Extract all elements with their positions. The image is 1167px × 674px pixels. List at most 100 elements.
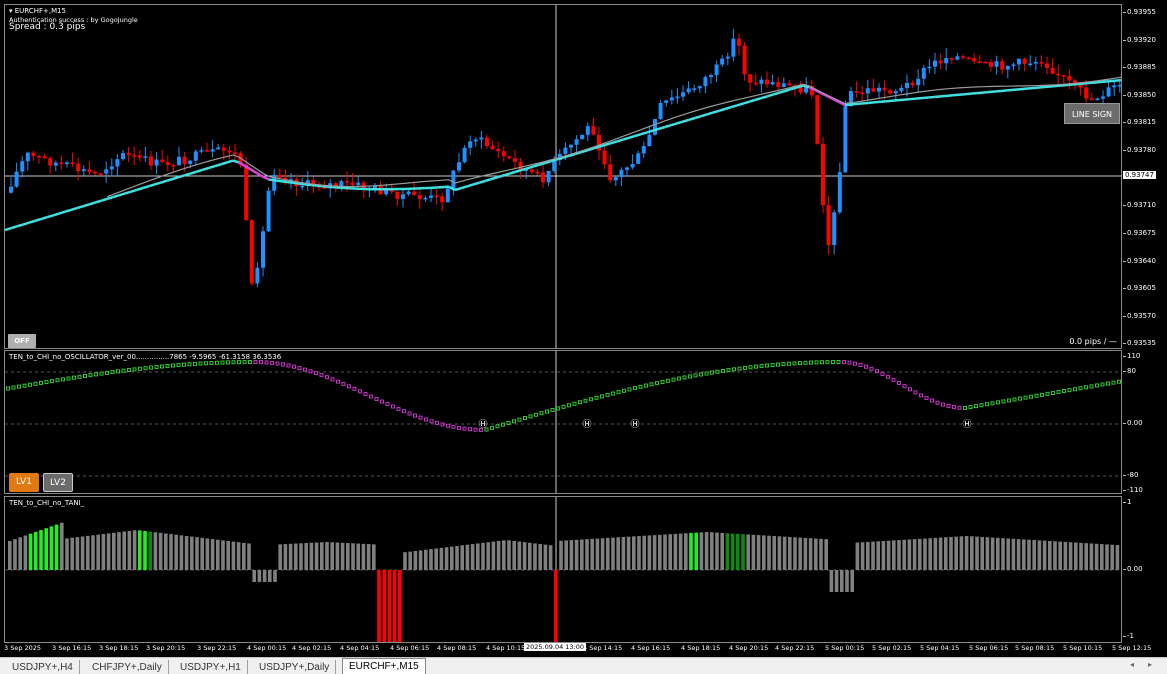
oscillator-point — [314, 371, 318, 376]
bull-candle — [1028, 63, 1033, 65]
fast-ma-segment — [904, 97, 912, 101]
tani-bar — [18, 537, 22, 570]
tani-bar — [710, 532, 714, 570]
oscillator-point — [715, 369, 720, 374]
bear-candle — [938, 60, 943, 64]
oscillator-point — [127, 368, 131, 373]
tani-bar — [413, 550, 418, 570]
fast-ma-segment — [280, 179, 288, 184]
fast-ma-segment — [46, 214, 54, 219]
price-chart-pane[interactable]: ▾ EURCHF+,M15 Authentication success : b… — [4, 4, 1122, 349]
oscillator-point — [1045, 391, 1050, 396]
bull-candle — [356, 182, 361, 185]
bull-candle — [1033, 62, 1038, 64]
tani-bar — [1001, 538, 1005, 570]
bear-candle — [93, 171, 97, 174]
bull-candle — [1101, 96, 1105, 99]
bear-candle — [434, 195, 439, 198]
tani-bar — [91, 535, 95, 570]
fast-ma-segment — [64, 208, 72, 213]
fast-ma-segment — [154, 181, 162, 186]
tani-bar — [647, 535, 652, 570]
oscillator-point — [396, 406, 401, 411]
fast-ma-segment — [1072, 82, 1080, 86]
tab-usdjpy-daily[interactable]: USDJPY+,Daily — [253, 660, 337, 674]
tani-bar — [320, 542, 324, 570]
tab-scroll-left-icon[interactable]: ◂ — [1130, 660, 1135, 669]
oscillator-point — [704, 371, 709, 376]
tani-bar — [1094, 543, 1099, 570]
tani-bar — [314, 542, 319, 570]
tani-bar — [476, 543, 480, 570]
tani-bar — [221, 540, 225, 570]
tani-bar — [590, 538, 594, 570]
time-axis: 3 Sep 2025 3 Sep 16:15 3 Sep 18:15 3 Sep 20… — [0, 643, 1167, 657]
line-sign-button[interactable]: LINE SIGN — [1064, 103, 1120, 124]
bull-candle — [121, 153, 125, 160]
oscillator-point — [781, 362, 786, 367]
bear-candle — [1078, 82, 1083, 88]
bull-candle — [994, 61, 999, 67]
oscillator-point — [457, 425, 461, 430]
oscillator-point — [110, 370, 115, 375]
tani-bar — [247, 543, 251, 570]
tani-bar — [273, 570, 277, 582]
oscillator-pane[interactable]: Ⓗ Ⓗ Ⓗ Ⓗ TEN_to_CHI_no_OSCILLATOR_ver_00....… — [4, 350, 1122, 494]
fast-ma-segment — [106, 195, 114, 201]
tani-bar — [668, 534, 672, 570]
lv1-button[interactable]: LV1 — [9, 473, 39, 492]
oscillator-point — [132, 367, 137, 372]
tani-bar — [8, 540, 12, 570]
bear-candle — [854, 91, 859, 93]
oscillator-point — [187, 362, 192, 367]
fast-ma-segment — [622, 136, 630, 141]
tani-bar — [746, 534, 750, 570]
fast-ma-segment — [160, 179, 168, 184]
tani-bar-red — [554, 570, 558, 642]
tani-bar — [262, 570, 267, 582]
oscillator-point — [765, 363, 769, 368]
bear-candle — [98, 173, 103, 175]
price-axis-label: 0.93955 — [1127, 8, 1156, 16]
bull-candle — [664, 100, 669, 103]
oscillator-axis-label: -110 — [1127, 486, 1143, 494]
fast-ma-segment — [886, 99, 894, 103]
oscillator-axis-label: 80 — [1127, 367, 1136, 375]
fast-ma-segment — [820, 91, 828, 98]
lv2-button[interactable]: LV2 — [43, 473, 73, 492]
oscillator-point — [149, 365, 153, 370]
tab-usdjpy-h1[interactable]: USDJPY+,H1 — [174, 660, 248, 674]
oscillator-point — [435, 420, 439, 425]
oscillator-point — [495, 424, 500, 429]
oscillator-point — [594, 395, 599, 400]
fast-ma-segment — [226, 159, 234, 164]
off-button[interactable]: OFF — [8, 334, 36, 348]
tab-chfjpy-daily[interactable]: CHFJPY+,Daily — [86, 660, 169, 674]
bull-candle — [479, 137, 484, 140]
fast-ma-segment — [178, 174, 186, 179]
tab-scroll-right-icon[interactable]: ▸ — [1148, 660, 1153, 669]
oscillator-point — [638, 384, 643, 389]
tani-bar — [938, 537, 943, 570]
oscillator-point — [28, 382, 32, 387]
oscillator-point — [490, 425, 494, 430]
bear-candle — [1050, 68, 1055, 74]
time-axis-label: 4 Sep 00:15 — [247, 644, 287, 652]
tani-bar — [366, 544, 371, 570]
bear-candle — [821, 143, 825, 206]
tab-eurchf-m15[interactable]: EURCHF+,M15 — [342, 658, 426, 674]
fast-ma-segment — [526, 165, 534, 170]
tani-bar — [918, 538, 922, 570]
oscillator-point — [902, 384, 907, 389]
bear-candle — [182, 156, 187, 164]
tani-bar — [122, 531, 126, 570]
bull-candle — [255, 267, 260, 284]
tani-bar — [403, 552, 407, 570]
tab-usdjpy-h4[interactable]: USDJPY+,H4 — [6, 660, 80, 674]
time-axis-label: 5 Sep 12:15 — [1112, 644, 1152, 652]
bear-candle — [882, 87, 887, 91]
tani-histogram-pane[interactable]: TEN_to_CHI_no_TANI_ — [4, 496, 1122, 643]
tani-axis-label: 0.00 — [1127, 565, 1143, 573]
tani-bar — [356, 543, 360, 570]
oscillator-point — [517, 417, 522, 422]
